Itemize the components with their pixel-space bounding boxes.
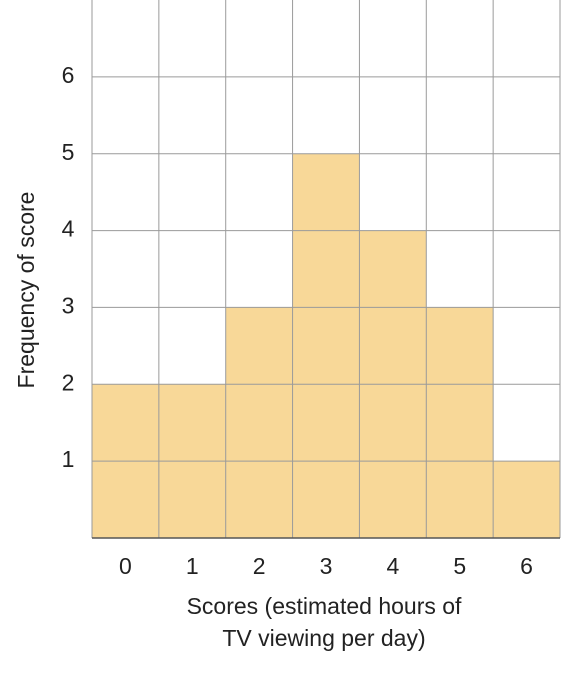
y-tick-label: 3	[62, 293, 75, 319]
x-tick-label: 4	[386, 553, 399, 579]
y-tick-label: 5	[62, 139, 75, 165]
y-tick-label: 6	[62, 62, 75, 88]
x-tick-label: 5	[453, 553, 466, 579]
y-tick-label: 2	[62, 369, 75, 395]
y-tick-label: 1	[62, 446, 75, 472]
x-tick-label: 1	[186, 553, 199, 579]
x-axis-title: TV viewing per day)	[222, 625, 425, 651]
x-tick-label: 6	[520, 553, 533, 579]
bar	[225, 307, 293, 538]
x-axis-title: Scores (estimated hours of	[187, 593, 462, 619]
y-axis-title: Frequency of score	[13, 192, 39, 389]
x-tick-label: 3	[320, 553, 333, 579]
bar	[292, 153, 360, 538]
bar	[493, 461, 560, 538]
x-tick-label: 2	[253, 553, 266, 579]
y-tick-label: 4	[62, 216, 75, 242]
bar	[426, 307, 494, 538]
x-tick-label: 0	[119, 553, 132, 579]
